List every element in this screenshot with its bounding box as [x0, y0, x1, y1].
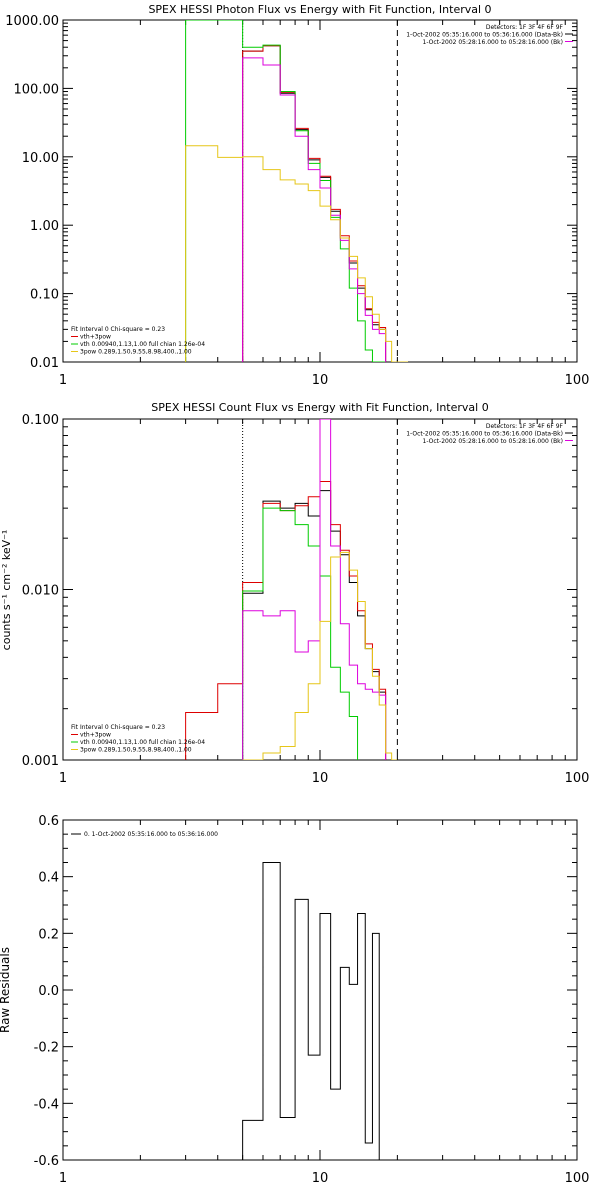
info-text: Detectors: 1F 3F 4F 6F 9F [486, 423, 564, 430]
x-tick-label: 100 [565, 373, 590, 388]
y-tick-label: 1.00 [30, 219, 59, 234]
y-tick-label: 0.01 [30, 356, 59, 371]
series-3-line [242, 57, 387, 362]
info-text: 1-Oct-2002 05:35:16.000 to 05:36:16.000 … [406, 32, 563, 39]
count-flux-title: SPEX HESSI Count Flux vs Energy with Fit… [151, 401, 488, 414]
series-2-line [185, 20, 386, 362]
y-tick-label: 0.2 [38, 927, 59, 942]
fit-legend-text: vth+3pow [80, 334, 111, 341]
series-4-line [185, 145, 409, 362]
fit-legend-text: vth 0.00940,1.13,1.00 full chian 1.26e-0… [80, 739, 205, 746]
series-0-line [242, 862, 398, 1160]
y-tick-label: 0.0 [38, 984, 59, 999]
y-tick-label: 0.6 [38, 814, 59, 829]
fit-legend-text: Fit Interval 0 Chi-square = 0.23 [71, 724, 165, 731]
x-tick-label: 1 [59, 771, 67, 786]
y-tick-label: -0.6 [34, 1154, 59, 1169]
count-flux-panel: SPEX HESSI Count Flux vs Energy with Fit… [0, 401, 589, 786]
photon-flux-title: SPEX HESSI Photon Flux vs Energy with Fi… [148, 3, 491, 16]
info-text: 1-Oct-2002 05:35:16.000 to 05:36:16.000 … [406, 431, 563, 438]
info-text: Detectors: 1F 3F 4F 6F 9F [486, 24, 564, 31]
count-flux-ylabel: counts s⁻¹ cm⁻² keV⁻¹ [0, 530, 13, 651]
series-0-line [242, 45, 387, 362]
y-tick-label: -0.2 [34, 1041, 59, 1056]
legend-text: 0. 1-Oct-2002 05:35:16.000 to 05:36:16.0… [84, 831, 218, 838]
fit-legend-text: vth 0.00940,1.13,1.00 full chian 1.26e-0… [80, 341, 205, 348]
x-tick-label: 100 [565, 771, 590, 786]
info-text: 1-Oct-2002 05:28:16.000 to 05:28:16.000 … [423, 39, 564, 46]
x-tick-label: 1 [59, 1171, 67, 1186]
series-0-line [242, 490, 387, 760]
fit-legend-text: 3pow 0.289,1.50,9.55,8.98,400.,1.00 [80, 747, 192, 754]
y-tick-label: 10.00 [22, 151, 59, 166]
residuals-panel: Raw Residuals 1 10 100 -0.6 -0.4 -0.2 0.0 0.2 0.… [0, 814, 589, 1186]
y-tick-label: 100.00 [14, 82, 60, 97]
y-tick-label: 0.10 [30, 288, 59, 303]
series-1-line [185, 480, 387, 760]
y-tick-label: 0.100 [22, 413, 59, 428]
series-4-line [242, 551, 398, 760]
y-tick-label: 0.4 [38, 871, 59, 886]
x-tick-label: 1 [59, 373, 67, 388]
x-tick-label: 10 [312, 771, 329, 786]
residuals-ylabel: Raw Residuals [0, 947, 12, 1033]
photon-flux-panel: SPEX HESSI Photon Flux vs Energy with Fi… [5, 3, 589, 388]
x-tick-label: 10 [312, 1171, 329, 1186]
fit-legend-text: vth+3pow [80, 732, 111, 739]
y-tick-label: -0.4 [34, 1097, 59, 1112]
fit-legend-text: 3pow 0.289,1.50,9.55,8.98,400.,1.00 [80, 349, 192, 356]
fit-legend-text: Fit Interval 0 Chi-square = 0.23 [71, 326, 165, 333]
x-tick-label: 100 [565, 1171, 590, 1186]
info-text: 1-Oct-2002 05:28:16.000 to 05:28:16.000 … [423, 438, 564, 445]
y-tick-label: 1000.00 [5, 14, 59, 29]
series-2-line [242, 507, 359, 760]
series-1-line [242, 45, 387, 362]
y-tick-label: 0.001 [22, 754, 59, 769]
series-3-line [242, 419, 387, 760]
y-tick-label: 0.010 [22, 584, 59, 599]
x-tick-label: 10 [312, 373, 329, 388]
